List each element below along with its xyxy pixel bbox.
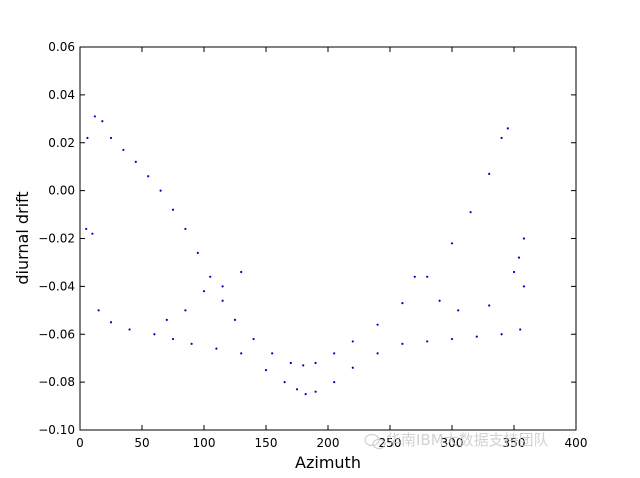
scatter-point bbox=[512, 270, 516, 274]
scatter-point bbox=[165, 318, 168, 321]
scatter-point bbox=[252, 337, 255, 341]
scatter-point bbox=[351, 366, 354, 369]
scatter-point bbox=[314, 390, 317, 393]
scatter-point bbox=[314, 361, 317, 365]
scatter-point bbox=[450, 242, 454, 245]
scatter-point bbox=[153, 333, 156, 336]
scatter-point bbox=[209, 275, 212, 278]
scatter-point bbox=[147, 175, 150, 178]
scatter-point bbox=[109, 136, 113, 140]
x-tick-label: 0 bbox=[76, 436, 84, 450]
scatter-point bbox=[413, 275, 416, 278]
scatter-point bbox=[450, 337, 454, 341]
scatter-point bbox=[85, 227, 88, 231]
y-tick-label: 0.02 bbox=[48, 136, 75, 150]
scatter-point bbox=[302, 364, 305, 367]
scatter-point bbox=[109, 321, 113, 324]
scatter-point bbox=[376, 323, 379, 326]
x-tick-label: 400 bbox=[565, 436, 588, 450]
scatter-point bbox=[457, 309, 460, 312]
scatter-point bbox=[202, 290, 206, 293]
scatter-point bbox=[190, 342, 193, 345]
y-tick-label: −0.08 bbox=[38, 375, 75, 389]
scatter-point bbox=[240, 352, 243, 355]
scatter-point bbox=[522, 237, 526, 240]
wechat-logo-icon bbox=[364, 433, 386, 450]
scatter-point bbox=[295, 388, 299, 391]
scatter-point bbox=[122, 148, 125, 152]
scatter-point bbox=[184, 309, 187, 312]
scatter-point bbox=[488, 172, 491, 175]
y-tick-label: 0.06 bbox=[48, 40, 75, 54]
scatter-point bbox=[101, 120, 104, 123]
x-axis-title: Azimuth bbox=[295, 453, 361, 472]
scatter-point bbox=[333, 381, 336, 384]
x-tick-label: 300 bbox=[441, 436, 464, 450]
scatter-point bbox=[401, 302, 404, 305]
scatter-point bbox=[93, 115, 96, 118]
y-tick-label: −0.06 bbox=[38, 327, 75, 341]
scatter-point bbox=[426, 340, 429, 343]
scatter-point bbox=[128, 328, 131, 331]
scatter-point bbox=[351, 340, 354, 343]
scatter-point bbox=[376, 352, 379, 355]
scatter-point bbox=[500, 136, 503, 140]
scatter-point bbox=[134, 160, 137, 163]
scatter-point bbox=[159, 189, 162, 192]
y-axis: −0.10 −0.08 −0.06 −0.04 −0.02 0.00 0.02 0.04 0.0… bbox=[38, 40, 576, 437]
scatter-point bbox=[488, 304, 491, 307]
x-tick-label: 350 bbox=[503, 436, 526, 450]
scatter-marks bbox=[85, 115, 526, 396]
watermark-text: 华南IBM大数据支持团队 bbox=[386, 431, 549, 449]
scatter-point bbox=[86, 136, 89, 140]
x-tick-label: 200 bbox=[317, 436, 340, 450]
scatter-point bbox=[215, 347, 218, 350]
x-tick-label: 50 bbox=[134, 436, 149, 450]
scatter-point bbox=[333, 352, 336, 355]
watermark: 华南IBM大数据支持团队 bbox=[364, 431, 549, 450]
scatter-point bbox=[438, 299, 441, 302]
scatter-point bbox=[240, 270, 243, 274]
scatter-point bbox=[304, 392, 307, 396]
scatter-point bbox=[233, 318, 237, 321]
scatter-point bbox=[426, 275, 429, 278]
x-tick-label: 100 bbox=[193, 436, 216, 450]
scatter-point bbox=[271, 352, 274, 355]
scatter-point bbox=[196, 251, 199, 254]
y-tick-label: −0.10 bbox=[38, 423, 75, 437]
scatter-point bbox=[91, 232, 94, 235]
scatter-point bbox=[401, 342, 404, 345]
y-tick-label: −0.04 bbox=[38, 279, 75, 293]
scatter-point bbox=[469, 211, 472, 214]
scatter-point bbox=[221, 299, 224, 302]
y-tick-label: 0.00 bbox=[48, 184, 75, 198]
scatter-point bbox=[500, 333, 503, 336]
scatter-point bbox=[171, 337, 175, 341]
y-tick-label: 0.04 bbox=[48, 88, 75, 102]
scatter-point bbox=[221, 285, 224, 288]
scatter-point bbox=[97, 309, 100, 312]
scatter-point bbox=[519, 328, 522, 331]
scatter-point bbox=[283, 381, 286, 384]
scatter-point bbox=[289, 361, 292, 365]
y-axis-title: diurnal drift bbox=[13, 191, 32, 284]
x-tick-label: 150 bbox=[255, 436, 278, 450]
scatter-point bbox=[184, 227, 187, 231]
y-tick-label: −0.02 bbox=[38, 232, 75, 246]
scatter-point bbox=[171, 208, 175, 211]
scatter-point bbox=[264, 369, 268, 372]
scatter-point bbox=[517, 256, 521, 259]
scatter-point bbox=[506, 127, 509, 130]
scatter-point bbox=[522, 285, 526, 288]
scatter-point bbox=[475, 335, 478, 338]
